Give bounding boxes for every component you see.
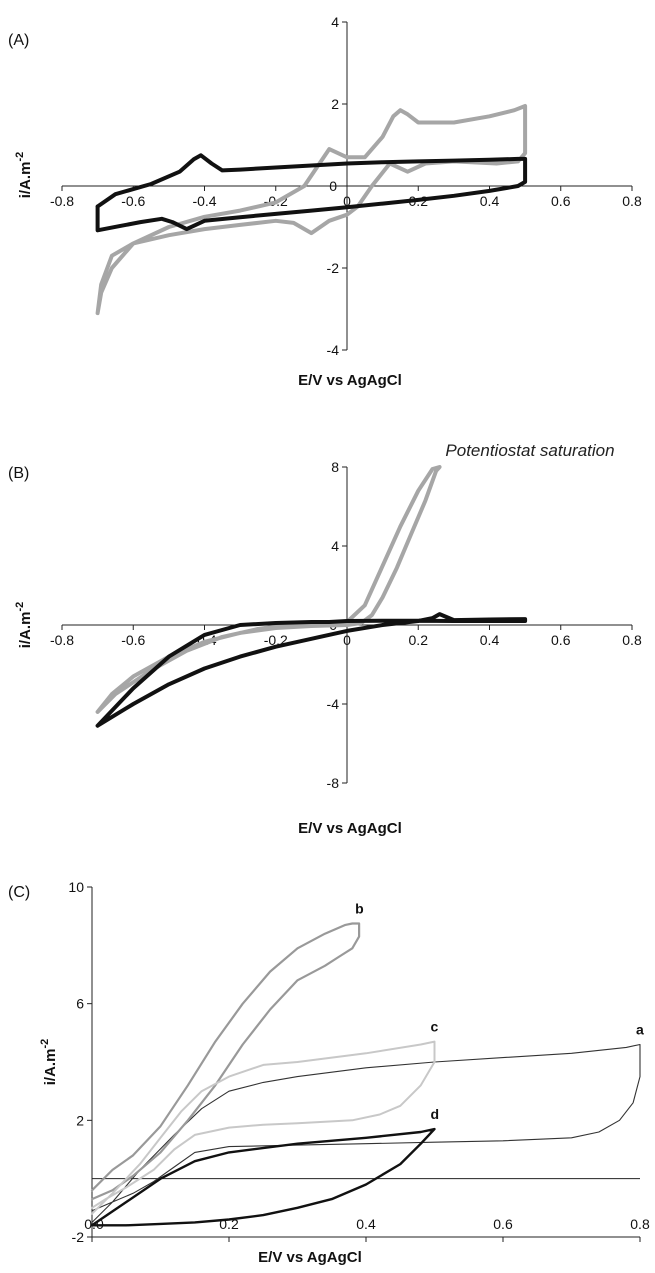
panel-letter: (B) [8,465,29,482]
y-tick-label: -2 [327,260,340,276]
y-axis-label: i/A.m-2 [14,602,34,648]
series-line-2 [95,612,528,728]
series-label-a: a [636,1022,644,1038]
y-axis-label: i/A.m-2 [14,152,34,198]
y-tick-label: 4 [331,14,339,30]
series-line-d [90,1127,436,1227]
x-tick-label: 0.4 [480,193,500,209]
y-tick-label: 2 [331,96,339,112]
y-tick-label: -4 [327,696,340,712]
x-tick-label: 0.8 [622,632,642,648]
x-tick-label: -0.6 [121,632,145,648]
x-tick-label: 0.6 [551,193,571,209]
x-tick-label: 0 [343,193,351,209]
series-line-a [91,1043,641,1223]
x-tick-label: 0 [343,632,351,648]
y-tick-label: 2 [76,1112,84,1128]
y-axis-label: i/A.m-2 [39,1039,59,1085]
series-line-b [90,922,361,1201]
y-tick-label: 10 [68,879,84,895]
x-tick-label: 0.2 [409,632,429,648]
series-line-1 [95,104,528,316]
x-tick-label: 0.8 [622,193,642,209]
x-axis-label: E/V vs AgAgCl [298,820,402,837]
series-label-c: c [431,1019,439,1035]
x-axis-label: E/V vs AgAgCl [298,372,402,389]
x-tick-label: -0.8 [50,632,74,648]
x-axis-label: E/V vs AgAgCl [258,1249,362,1266]
y-tick-label: -8 [327,775,340,791]
series-line-1 [95,465,442,714]
series-label-b: b [355,900,364,916]
x-tick-label: -0.4 [192,193,216,209]
series-label-d: d [431,1106,440,1122]
chart-panel-1: -0.8 -0.6 -0.4 -0.2 0 0.2 0.4 0.6 0.8-4-2024(A)E… [8,14,642,389]
x-tick-label: -0.6 [121,193,145,209]
panel-letter: (A) [8,32,29,49]
annotation-text: Potentiostat saturation [445,441,614,460]
series-line-c [91,1040,436,1215]
x-tick-label: 0.8 [630,1216,650,1232]
y-tick-label: 0 [329,178,337,194]
y-tick-label: 8 [331,459,339,475]
y-tick-label: -4 [327,342,340,358]
y-tick-label: 4 [331,538,339,554]
x-tick-label: -0.8 [50,193,74,209]
panel-letter: (C) [8,884,30,901]
y-tick-label: 6 [76,996,84,1012]
series-line-2 [95,153,528,233]
x-tick-label: 0.4 [356,1216,376,1232]
x-tick-label: 0.6 [493,1216,513,1232]
y-tick-label: -2 [72,1229,85,1245]
chart-panel-2: -0.8 -0.6 -0.4 -0.2 0 0.2 0.4 0.6 0.8-8-4048(B)E… [8,441,642,837]
x-tick-label: 0.6 [551,632,571,648]
x-tick-label: 0.4 [480,632,500,648]
